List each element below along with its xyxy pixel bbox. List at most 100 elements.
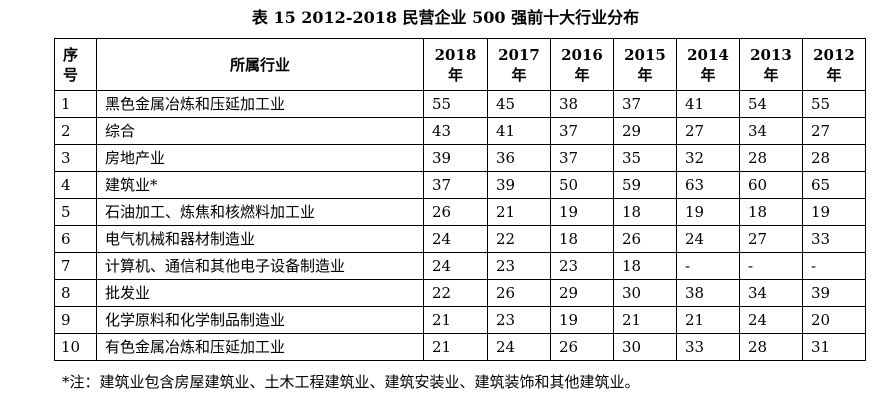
- row-value: 29: [613, 117, 677, 145]
- row-value: 26: [487, 279, 551, 307]
- row-value: 30: [613, 333, 677, 361]
- header-year-unit: 年: [637, 65, 653, 84]
- row-value: 28: [739, 333, 803, 361]
- row-value: 33: [802, 225, 866, 253]
- row-value: 27: [802, 117, 866, 145]
- row-value: 54: [739, 90, 803, 118]
- table-row: 4 建筑业* 37 39 50 59 63 60 65: [54, 171, 866, 199]
- table-row: 6 电气机械和器材制造业 24 22 18 26 24 27 33: [54, 225, 866, 253]
- row-seq: 3: [54, 144, 97, 172]
- row-value: 23: [550, 252, 614, 280]
- header-seq-line2: 号: [63, 65, 79, 84]
- row-value: 36: [487, 144, 551, 172]
- header-year-2012: 2012 年: [802, 38, 866, 91]
- header-year-2015: 2015 年: [613, 38, 677, 91]
- table-row: 10 有色金属冶炼和压延加工业 21 24 26 30 33 28 31: [54, 333, 866, 361]
- row-value: 24: [676, 225, 740, 253]
- row-value: 28: [739, 144, 803, 172]
- row-value: 24: [739, 306, 803, 334]
- row-value: 38: [550, 90, 614, 118]
- row-value: 26: [613, 225, 677, 253]
- header-year-num: 2016: [561, 45, 603, 64]
- row-value: 24: [423, 252, 488, 280]
- row-value: -: [739, 252, 803, 280]
- row-value: 29: [550, 279, 614, 307]
- row-value: 19: [676, 198, 740, 226]
- header-year-unit: 年: [763, 65, 779, 84]
- header-year-unit: 年: [447, 65, 463, 84]
- header-year-2014: 2014 年: [676, 38, 740, 91]
- row-value: 22: [487, 225, 551, 253]
- header-seq: 序 号: [54, 38, 97, 91]
- table-row: 2 综合 43 41 37 29 27 34 27: [54, 117, 866, 145]
- row-industry: 黑色金属冶炼和压延加工业: [96, 90, 424, 118]
- row-value: 39: [487, 171, 551, 199]
- row-value: 45: [487, 90, 551, 118]
- row-value: 27: [676, 117, 740, 145]
- row-value: 19: [550, 306, 614, 334]
- header-year-2016: 2016 年: [550, 38, 614, 91]
- row-value: 33: [676, 333, 740, 361]
- row-value: 24: [423, 225, 488, 253]
- row-value: 18: [613, 252, 677, 280]
- row-value: 37: [550, 117, 614, 145]
- row-value: 18: [613, 198, 677, 226]
- row-value: 30: [613, 279, 677, 307]
- row-seq: 7: [54, 252, 97, 280]
- row-value: 37: [550, 144, 614, 172]
- header-year-unit: 年: [511, 65, 527, 84]
- header-year-num: 2017: [498, 45, 540, 64]
- row-industry: 综合: [96, 117, 424, 145]
- row-seq: 1: [54, 90, 97, 118]
- table-row: 7 计算机、通信和其他电子设备制造业 24 23 23 18- - -: [54, 252, 866, 280]
- header-year-num: 2014: [687, 45, 729, 64]
- row-value: 39: [802, 279, 866, 307]
- header-year-unit: 年: [700, 65, 716, 84]
- row-value: 26: [550, 333, 614, 361]
- row-seq: 9: [54, 306, 97, 334]
- row-value: -: [802, 252, 866, 280]
- row-value: 24: [487, 333, 551, 361]
- row-industry: 计算机、通信和其他电子设备制造业: [96, 252, 424, 280]
- header-year-unit: 年: [826, 65, 842, 84]
- row-value: 59: [613, 171, 677, 199]
- row-value: 38: [676, 279, 740, 307]
- table-row: 9 化学原料和化学制品制造业 21 23 19 21 21 24 20: [54, 306, 866, 334]
- row-value: 35: [613, 144, 677, 172]
- row-value: 55: [423, 90, 488, 118]
- row-industry: 批发业: [96, 279, 424, 307]
- row-seq: 8: [54, 279, 97, 307]
- header-year-2017: 2017 年: [487, 38, 551, 91]
- row-value: 21: [613, 306, 677, 334]
- row-industry: 房地产业: [96, 144, 424, 172]
- row-value: 23: [487, 306, 551, 334]
- row-value: 37: [423, 171, 488, 199]
- row-value: 41: [487, 117, 551, 145]
- row-seq: 10: [54, 333, 97, 361]
- table-caption: 表 15 2012-2018 民营企业 500 强前十大行业分布: [251, 8, 640, 27]
- row-value: 63: [676, 171, 740, 199]
- row-value: 22: [423, 279, 488, 307]
- header-year-unit: 年: [574, 65, 590, 84]
- table-row: 5 石油加工、炼焦和核燃料加工业 26 21 19 18 19 18 19: [54, 198, 866, 226]
- header-industry: 所属行业: [96, 38, 424, 91]
- row-seq: 6: [54, 225, 97, 253]
- industry-distribution-table: 序 号 所属行业 2018 年 2017 年 2016 年 2015 年 201…: [54, 38, 866, 361]
- table-row: 3 房地产业 39 36 37 35 32 28 28: [54, 144, 866, 172]
- table-row: 1 黑色金属冶炼和压延加工业 55 45 38 37 41 54 55: [54, 90, 866, 118]
- row-seq: 4: [54, 171, 97, 199]
- row-value: 60: [739, 171, 803, 199]
- row-value: 18: [739, 198, 803, 226]
- header-year-num: 2015: [624, 45, 666, 64]
- row-industry: 有色金属冶炼和压延加工业: [96, 333, 424, 361]
- table-footnote: *注：建筑业包含房屋建筑业、土木工程建筑业、建筑安装业、建筑装饰和其他建筑业。: [62, 373, 640, 391]
- header-year-num: 2013: [750, 45, 792, 64]
- row-value: -: [676, 252, 740, 280]
- row-industry: 电气机械和器材制造业: [96, 225, 424, 253]
- row-seq: 5: [54, 198, 97, 226]
- row-value: 39: [423, 144, 488, 172]
- header-year-num: 2012: [813, 45, 855, 64]
- row-value: 19: [802, 198, 866, 226]
- row-value: 20: [802, 306, 866, 334]
- header-year-2013: 2013 年: [739, 38, 803, 91]
